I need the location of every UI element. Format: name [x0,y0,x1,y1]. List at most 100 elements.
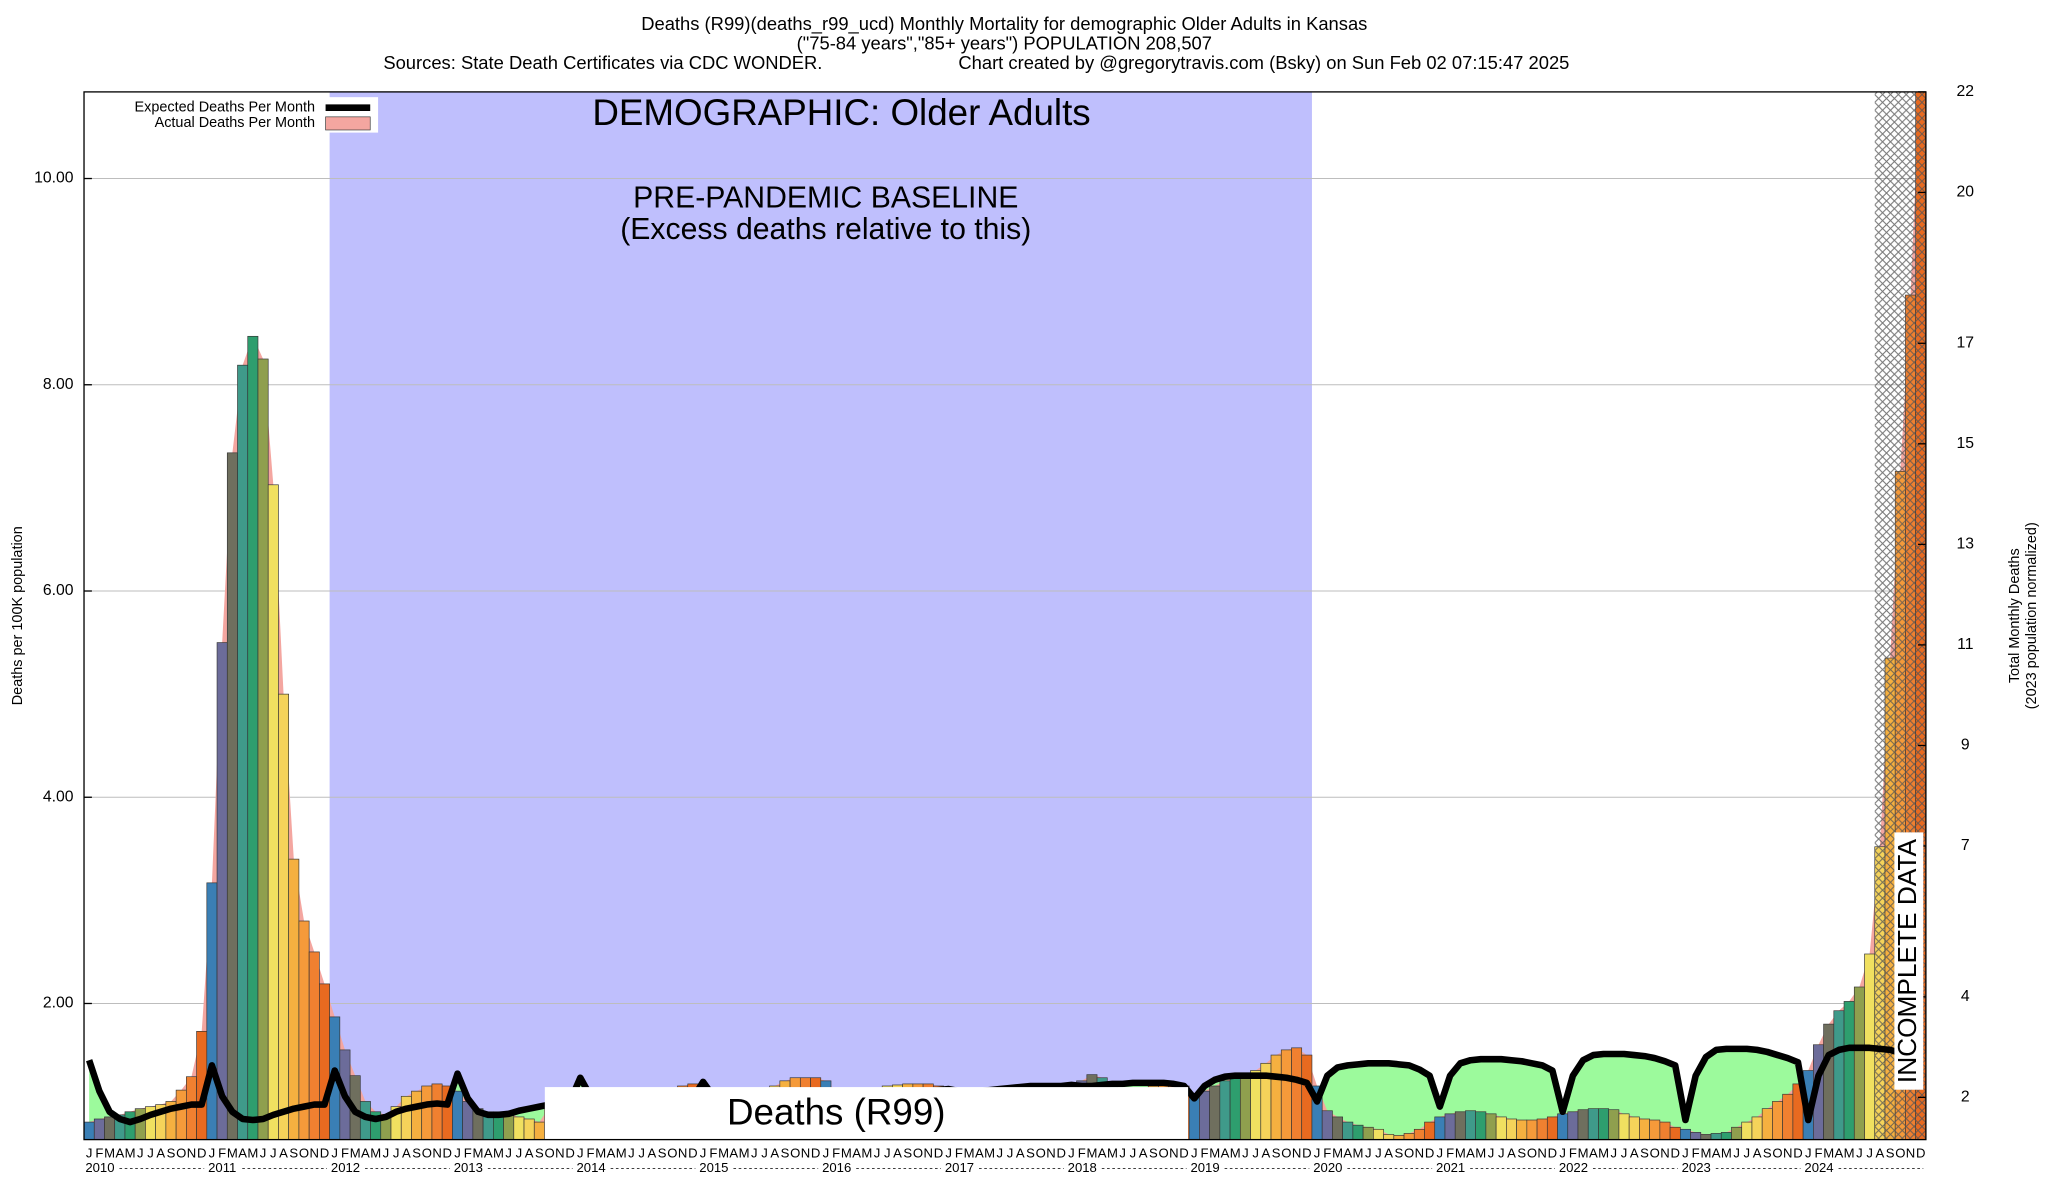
bar [1444,1113,1456,1140]
x-tick-label: N [555,1146,564,1161]
y2-tick-label: 20 [1957,184,1975,201]
x-tick-label: F [1692,1146,1700,1161]
y-tick-label: 4.00 [43,788,74,805]
year-label: 2017 [945,1160,974,1175]
x-tick-label: A [607,1146,616,1161]
x-tick-label: N [1660,1146,1669,1161]
x-tick-label: A [1589,1146,1598,1161]
x-tick-label: S [1272,1146,1281,1161]
x-tick-label: J [1314,1146,1321,1161]
x-tick-label: F [587,1146,595,1161]
bar [431,1083,443,1140]
year-label: 2018 [1068,1160,1097,1175]
bar [533,1121,545,1140]
x-tick-label: O [422,1146,432,1161]
x-tick-label: F [1200,1146,1208,1161]
x-tick-label: M [125,1146,136,1161]
bar [1485,1113,1497,1140]
x-tick-label: A [1221,1146,1230,1161]
year-label: 2011 [208,1160,236,1175]
x-tick-label: M [1721,1146,1732,1161]
x-tick-label: J [86,1146,93,1161]
x-tick-label: A [648,1146,657,1161]
x-tick-label: J [945,1146,952,1161]
bar [1823,1023,1835,1140]
x-tick-label: M [1475,1146,1486,1161]
sources: Sources: State Death Certificates via CD… [383,52,822,73]
x-tick-label: F [341,1146,349,1161]
bar [104,1116,116,1140]
bar [1679,1128,1691,1140]
x-tick-label: A [484,1146,493,1161]
x-tick-label: J [997,1146,1004,1161]
bar [1628,1116,1640,1140]
x-tick-label: J [454,1146,461,1161]
x-tick-label: M [1700,1146,1711,1161]
x-tick-label: J [1119,1146,1126,1161]
y-tick-label: 2.00 [43,995,74,1012]
bar [1618,1113,1630,1140]
x-tick-label: A [525,1146,534,1161]
x-tick-label: A [770,1146,779,1161]
x-tick-label: F [218,1146,226,1161]
x-tick-label: A [1753,1146,1762,1161]
bar [1454,1111,1466,1140]
x-tick-label: J [1130,1146,1137,1161]
x-tick-label: O [1772,1146,1782,1161]
bar [1352,1124,1364,1140]
x-tick-label: F [1323,1146,1331,1161]
x-tick-label: A [1466,1146,1475,1161]
bar [1659,1121,1671,1140]
x-tick-label: J [761,1146,768,1161]
x-tick-label: J [1866,1146,1873,1161]
bar [1188,1095,1200,1140]
x-tick-label: S [1763,1146,1772,1161]
annotation: Deaths (R99) [727,1091,946,1132]
x-tick-label: M [1230,1146,1241,1161]
x-tick-label: M [1844,1146,1855,1161]
x-tick-label: M [247,1146,258,1161]
plot-frame [83,91,1927,1141]
x-tick-label: M [227,1146,238,1161]
x-tick-label: J [884,1146,891,1161]
x-tick-label: J [1744,1146,1751,1161]
x-tick-label: J [147,1146,154,1161]
x-tick-label: J [823,1146,830,1161]
bar [1373,1128,1384,1140]
y2-axis-label: Total Monthly Deaths [2007,548,2023,683]
bar [1516,1119,1528,1140]
bar [257,358,269,1140]
x-tick-label: J [1621,1146,1628,1161]
x-tick-label: J [1191,1146,1198,1161]
y2-tick-label: 2 [1961,1089,1970,1106]
bar [1413,1128,1425,1140]
x-tick-label: M [964,1146,975,1161]
label-box [544,1087,1189,1140]
annotation: (Excess deaths relative to this) [620,213,1031,246]
x-tick-label: S [658,1146,667,1161]
bar [226,452,238,1140]
bar [452,1090,463,1140]
x-tick-label: M [370,1146,381,1161]
bar [1301,1054,1313,1140]
x-tick-label: F [95,1146,103,1161]
x-tick-label: N [1292,1146,1301,1161]
x-tick-label: A [1262,1146,1271,1161]
bar [1495,1116,1507,1140]
bar [1649,1119,1661,1140]
x-tick-label: J [1682,1146,1689,1161]
bar [1219,1080,1231,1140]
y2-tick-label: 7 [1961,837,1970,854]
bar [1843,1001,1855,1140]
x-tick-label: A [1835,1146,1844,1161]
x-tick-label: D [197,1146,206,1161]
x-tick-label: J [700,1146,707,1161]
bar [1577,1109,1589,1140]
x-tick-label: F [1569,1146,1577,1161]
x-tick-label: O [667,1146,677,1161]
bar [1434,1116,1446,1140]
bar [513,1116,525,1140]
x-tick-label: J [1437,1146,1444,1161]
annotation: DEMOGRAPHIC: Older Adults [592,92,1090,133]
x-tick-label: M [1455,1146,1466,1161]
